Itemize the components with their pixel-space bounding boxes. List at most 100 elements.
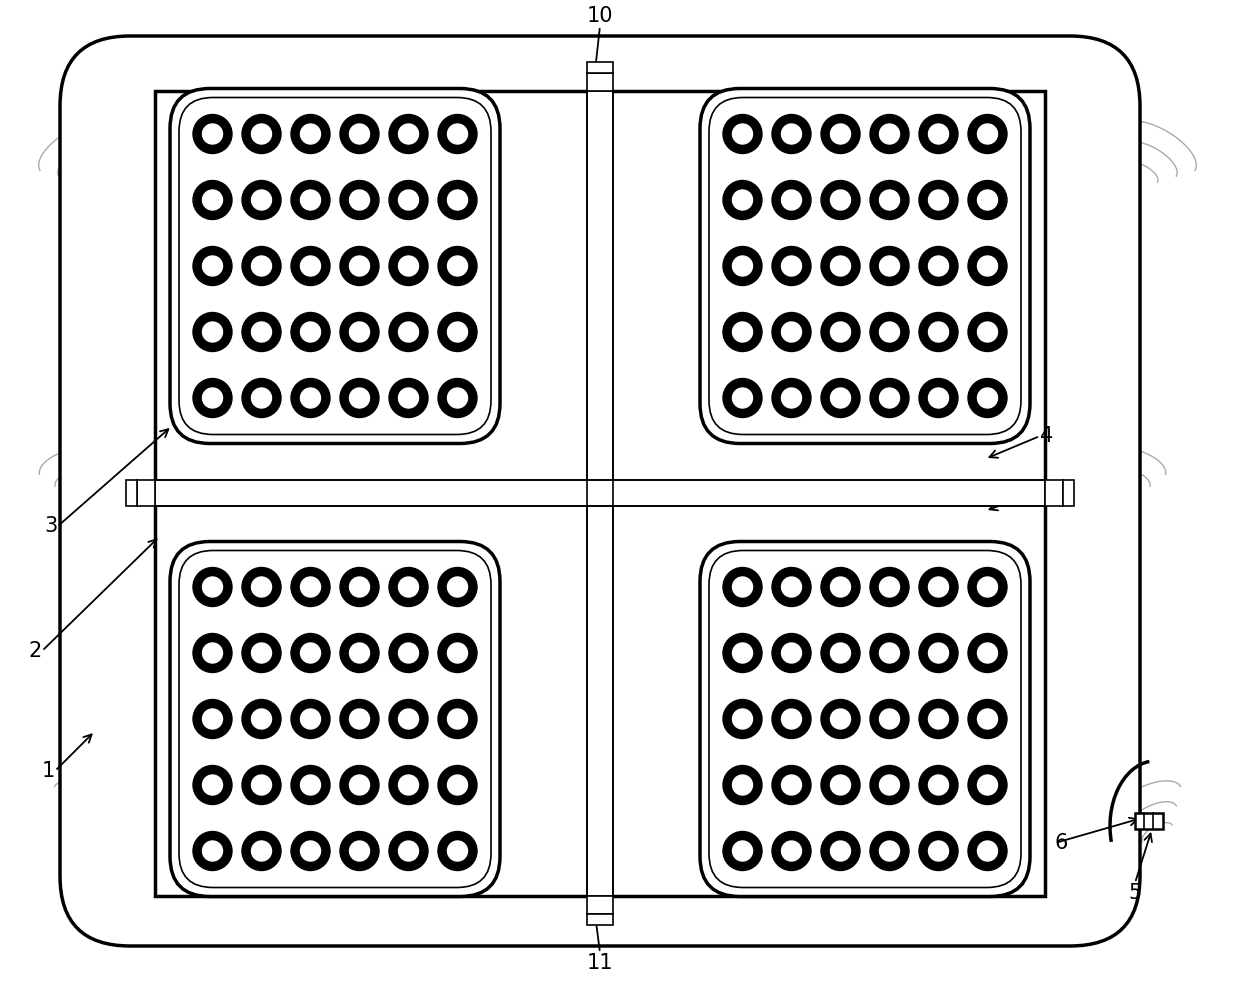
Circle shape [389,246,428,285]
Circle shape [781,388,801,408]
FancyBboxPatch shape [701,88,1030,443]
Circle shape [929,190,949,210]
Circle shape [438,634,477,673]
Circle shape [831,841,851,861]
Circle shape [733,841,753,861]
Circle shape [968,765,1007,804]
Circle shape [831,577,851,597]
Text: 11: 11 [587,953,614,973]
Circle shape [350,388,370,408]
Circle shape [723,832,763,870]
Circle shape [968,246,1007,285]
Bar [126,480,136,506]
Circle shape [448,256,467,276]
Circle shape [968,313,1007,351]
Circle shape [340,765,379,804]
Circle shape [291,379,330,418]
Circle shape [448,643,467,663]
Bar [155,480,1045,506]
Circle shape [202,124,222,144]
Circle shape [821,634,861,673]
Circle shape [919,634,959,673]
Circle shape [831,388,851,408]
Circle shape [242,115,281,153]
Circle shape [340,634,379,673]
Circle shape [398,841,418,861]
Text: 10: 10 [587,6,614,26]
Circle shape [398,577,418,597]
Circle shape [929,577,949,597]
Circle shape [781,124,801,144]
Circle shape [389,115,428,153]
Circle shape [398,124,418,144]
Circle shape [773,832,811,870]
Circle shape [398,388,418,408]
Circle shape [781,775,801,795]
Circle shape [340,379,379,418]
Circle shape [398,643,418,663]
Circle shape [821,765,861,804]
Circle shape [733,190,753,210]
Circle shape [300,643,320,663]
Bar [1045,480,1063,506]
Circle shape [733,577,753,597]
FancyBboxPatch shape [170,88,500,443]
Circle shape [773,567,811,606]
Circle shape [831,256,851,276]
Circle shape [977,124,997,144]
Circle shape [929,322,949,342]
Circle shape [821,699,861,739]
Circle shape [723,313,763,351]
Circle shape [723,567,763,606]
Circle shape [252,124,272,144]
Circle shape [879,643,899,663]
Circle shape [202,256,222,276]
Circle shape [193,699,232,739]
Circle shape [733,322,753,342]
Circle shape [977,388,997,408]
Circle shape [193,181,232,220]
Circle shape [389,832,428,870]
Circle shape [723,246,763,285]
Circle shape [300,190,320,210]
Circle shape [291,115,330,153]
Circle shape [968,181,1007,220]
Circle shape [879,322,899,342]
Circle shape [242,634,281,673]
Circle shape [733,775,753,795]
Circle shape [193,765,232,804]
Circle shape [773,181,811,220]
Circle shape [968,567,1007,606]
Circle shape [340,832,379,870]
Circle shape [831,322,851,342]
Circle shape [929,841,949,861]
Circle shape [193,246,232,285]
Circle shape [291,313,330,351]
Circle shape [438,765,477,804]
Circle shape [919,246,959,285]
Bar [587,896,613,914]
Circle shape [723,115,763,153]
Circle shape [350,322,370,342]
Circle shape [929,256,949,276]
Circle shape [919,567,959,606]
Circle shape [252,775,272,795]
Circle shape [733,643,753,663]
Circle shape [438,567,477,606]
Circle shape [733,256,753,276]
Circle shape [781,577,801,597]
Circle shape [438,313,477,351]
Circle shape [773,313,811,351]
Text: 3: 3 [45,516,58,536]
Circle shape [438,246,477,285]
Circle shape [340,313,379,351]
Circle shape [929,643,949,663]
Circle shape [870,699,909,739]
Circle shape [389,181,428,220]
Bar [587,91,613,896]
Circle shape [773,246,811,285]
Circle shape [252,577,272,597]
Circle shape [300,256,320,276]
Circle shape [773,634,811,673]
Circle shape [919,181,959,220]
